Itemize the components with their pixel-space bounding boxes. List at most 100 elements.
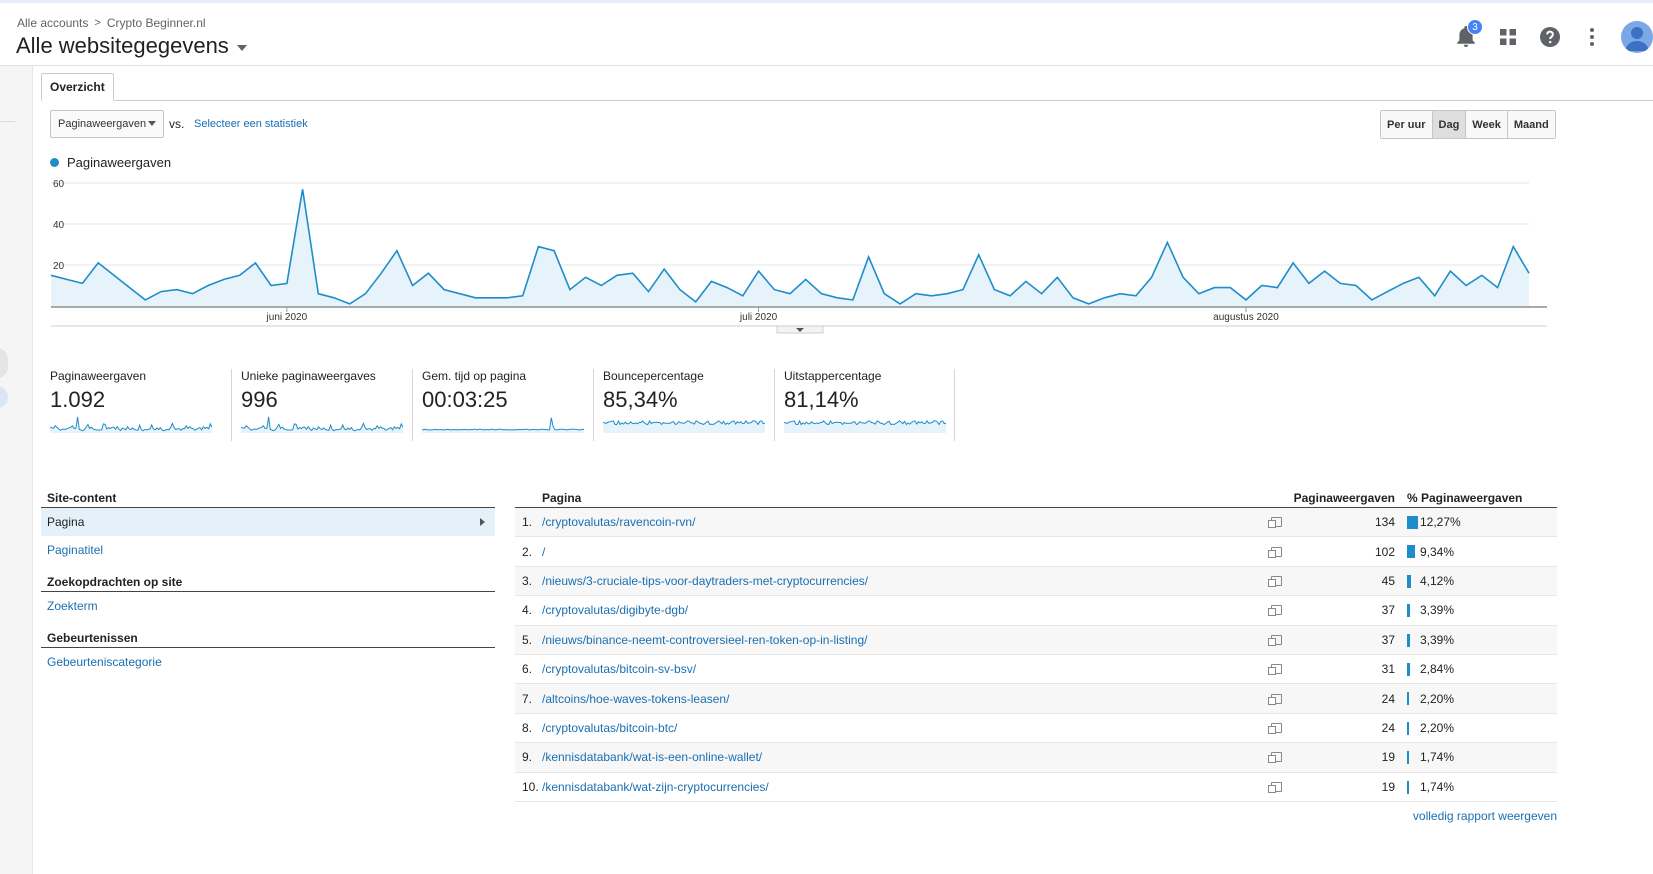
breadcrumb-all-accounts[interactable]: Alle accounts: [17, 16, 89, 30]
page-link[interactable]: /nieuws/3-cruciale-tips-voor-daytraders-…: [542, 573, 869, 588]
breadcrumb-separator: >: [94, 17, 101, 29]
summary-value: 00:03:25: [422, 387, 508, 412]
page-link[interactable]: /cryptovalutas/bitcoin-sv-bsv/: [542, 662, 697, 677]
view-title: Alle websitegegevens: [16, 33, 229, 58]
select-metric-link[interactable]: Selecteer een statistiek: [194, 118, 308, 130]
more-options-button[interactable]: [1571, 21, 1613, 53]
section-heading-site-search: Zoekopdrachten op site: [41, 572, 495, 592]
pct-bar: [1407, 692, 1409, 706]
page-link[interactable]: /kennisdatabank/wat-zijn-cryptocurrencie…: [542, 779, 769, 794]
pct-bar: [1407, 751, 1409, 765]
open-external-icon[interactable]: [1268, 575, 1282, 587]
page-link[interactable]: /kennisdatabank/wat-is-een-online-wallet…: [542, 750, 763, 765]
table-row: 2. / 102 9,34%: [515, 537, 1557, 567]
open-external-icon[interactable]: [1268, 781, 1282, 793]
pageviews-value: 31: [1381, 662, 1395, 677]
page-link[interactable]: /altcoins/hoe-waves-tokens-leasen/: [542, 691, 730, 706]
pages-table: Pagina Paginaweergaven % Paginaweergaven…: [515, 488, 1557, 802]
tab-overview[interactable]: Overzicht: [41, 73, 114, 101]
page-link[interactable]: /cryptovalutas/bitcoin-btc/: [542, 720, 678, 735]
pct-bar: [1407, 545, 1416, 559]
site-content-item-search-term[interactable]: Zoekterm: [47, 599, 98, 613]
period-selector: Per uur Dag Week Maand: [1380, 110, 1556, 139]
summary-avg-time[interactable]: Gem. tijd op pagina 00:03:25: [412, 369, 593, 441]
x-tick-label: augustus 2020: [1213, 312, 1279, 323]
sparkline-area: [241, 417, 403, 433]
site-content-item-page[interactable]: Pagina: [41, 508, 495, 536]
pct-value: 4,12%: [1420, 573, 1455, 588]
pct-value: 3,39%: [1420, 603, 1455, 618]
apps-button[interactable]: [1487, 21, 1529, 53]
period-day-button[interactable]: Dag: [1431, 111, 1466, 138]
row-rank: 7.: [522, 691, 533, 706]
page-link[interactable]: /nieuws/binance-neemt-controversieel-ren…: [542, 632, 868, 647]
summary-bounce-rate[interactable]: Bouncepercentage 85,34%: [593, 369, 774, 441]
open-external-icon[interactable]: [1268, 605, 1282, 617]
row-rank: 3.: [522, 573, 533, 588]
sparkline-area: [784, 420, 946, 433]
summary-exit-rate[interactable]: Uitstappercentage 81,14%: [774, 369, 955, 441]
table-row: 9. /kennisdatabank/wat-is-een-online-wall…: [515, 743, 1557, 773]
rail-handle[interactable]: [0, 348, 8, 378]
vs-label: vs.: [169, 117, 185, 131]
open-external-icon[interactable]: [1268, 664, 1282, 676]
table-row: 4. /cryptovalutas/digibyte-dgb/37 3,39%: [515, 596, 1557, 626]
open-external-icon[interactable]: [1268, 722, 1282, 734]
sparkline: [603, 419, 765, 433]
row-rank: 4.: [522, 603, 533, 618]
help-button[interactable]: [1529, 21, 1571, 53]
pct-bar: [1407, 721, 1409, 735]
summary-pageviews[interactable]: Paginaweergaven 1.092: [50, 369, 231, 441]
breadcrumb: Alle accounts > Crypto Beginner.nl: [17, 16, 206, 30]
pct-value: 2,20%: [1420, 720, 1455, 735]
open-external-icon[interactable]: [1268, 752, 1282, 764]
page-link[interactable]: /: [542, 544, 546, 559]
period-week-button[interactable]: Week: [1465, 111, 1507, 138]
pageviews-chart[interactable]: 60 40 20 juni 2020 juli 2020 augustus 2020: [0, 0, 1653, 345]
summary-unique-pageviews[interactable]: Unieke paginaweergaves 996: [231, 369, 412, 441]
pageviews-value: 45: [1381, 573, 1395, 588]
sparkline: [50, 416, 212, 433]
view-selector[interactable]: Alle websitegegevens: [16, 33, 247, 59]
open-external-icon[interactable]: [1268, 517, 1282, 529]
metric-dropdown-label: Paginaweergaven: [58, 118, 147, 130]
table-row: 6. /cryptovalutas/bitcoin-sv-bsv/31 2,84%: [515, 655, 1557, 685]
column-header-pct[interactable]: % Paginaweergaven: [1407, 490, 1523, 505]
row-rank: 5.: [522, 632, 533, 647]
open-external-icon[interactable]: [1268, 546, 1282, 558]
site-content-item-page-title[interactable]: Paginatitel: [47, 543, 104, 557]
period-month-button[interactable]: Maand: [1506, 111, 1555, 138]
site-content-item-event-category[interactable]: Gebeurteniscategorie: [47, 655, 162, 669]
open-external-icon[interactable]: [1268, 634, 1282, 646]
chart-legend: Paginaweergaven: [50, 155, 171, 170]
page-link[interactable]: /cryptovalutas/digibyte-dgb/: [542, 603, 689, 618]
column-header-page[interactable]: Pagina: [542, 490, 582, 505]
column-header-pageviews[interactable]: Paginaweergaven: [1293, 490, 1395, 505]
open-external-icon[interactable]: [1268, 693, 1282, 705]
x-tick-label: juli 2020: [739, 312, 778, 323]
account-avatar[interactable]: [1621, 21, 1653, 53]
notifications-button[interactable]: 3: [1445, 19, 1487, 53]
pct-bar: [1407, 662, 1410, 676]
rail-handle-active[interactable]: [0, 386, 8, 408]
header-actions: 3: [1445, 19, 1653, 53]
full-report-link[interactable]: volledig rapport weergeven: [1412, 809, 1557, 823]
pageviews-value: 37: [1381, 603, 1395, 618]
summary-metrics: Paginaweergaven 1.092 Unieke paginaweerg…: [50, 369, 955, 441]
period-hourly-button[interactable]: Per uur: [1381, 111, 1432, 138]
notification-badge: 3: [1467, 19, 1483, 35]
metric-dropdown[interactable]: Paginaweergaven: [50, 110, 164, 138]
breadcrumb-account[interactable]: Crypto Beginner.nl: [106, 16, 206, 30]
summary-label: Gem. tijd op pagina: [422, 369, 527, 383]
summary-label: Unieke paginaweergaves: [241, 369, 376, 383]
table-header: Pagina Paginaweergaven % Paginaweergaven: [515, 488, 1557, 508]
sparkline-area: [50, 417, 212, 433]
y-tick-label: 20: [53, 261, 65, 272]
row-rank: 8.: [522, 720, 533, 735]
avatar-icon: [1625, 27, 1649, 51]
page-link[interactable]: /cryptovalutas/ravencoin-rvn/: [542, 515, 696, 530]
row-rank: 6.: [522, 662, 533, 677]
pageviews-value: 102: [1374, 544, 1395, 559]
rail-divider: [0, 121, 15, 122]
legend-dot-icon: [50, 158, 59, 167]
